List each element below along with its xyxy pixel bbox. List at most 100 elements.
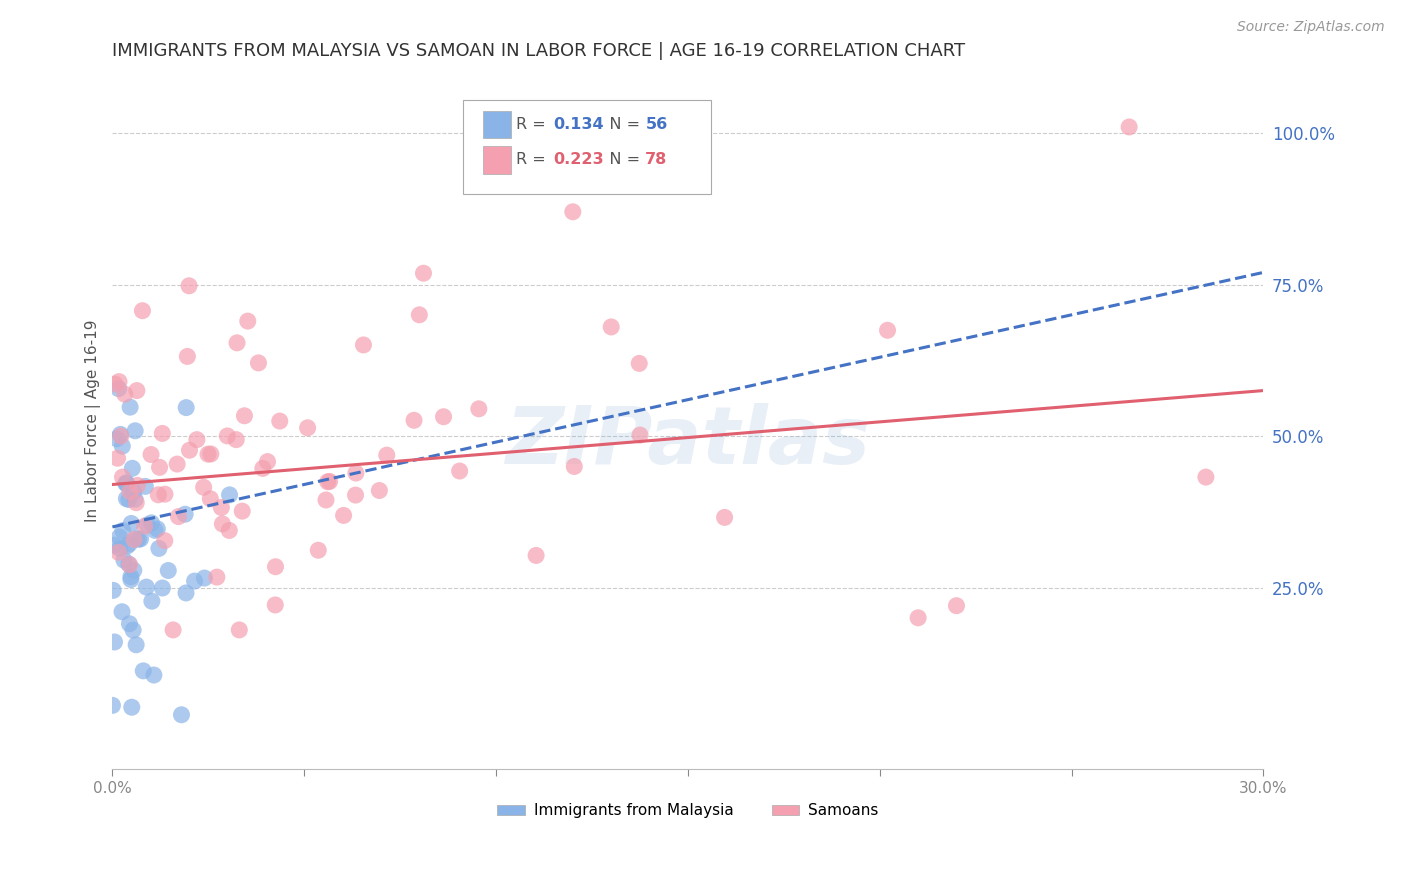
Text: 56: 56 xyxy=(645,117,668,132)
Point xyxy=(167,509,190,524)
Point xyxy=(105,432,128,446)
Text: R =: R = xyxy=(516,117,551,132)
Point xyxy=(561,204,583,219)
Point xyxy=(142,668,165,682)
Point xyxy=(166,457,188,471)
Point xyxy=(628,428,651,442)
Point xyxy=(408,308,430,322)
Point xyxy=(315,493,337,508)
Point xyxy=(115,491,138,506)
Point xyxy=(139,448,162,462)
Point xyxy=(193,571,215,585)
Point xyxy=(174,507,197,521)
Point xyxy=(197,447,219,461)
Point xyxy=(264,598,287,612)
FancyBboxPatch shape xyxy=(484,111,510,138)
Point xyxy=(256,454,278,468)
Legend: Immigrants from Malaysia, Samoans: Immigrants from Malaysia, Samoans xyxy=(491,797,884,824)
Point xyxy=(101,698,124,713)
Point xyxy=(177,278,200,293)
Point xyxy=(131,303,153,318)
Text: Source: ZipAtlas.com: Source: ZipAtlas.com xyxy=(1237,20,1385,34)
Point xyxy=(107,451,129,466)
Text: N =: N = xyxy=(593,117,645,132)
Point xyxy=(217,429,239,443)
Point xyxy=(225,433,247,447)
Point xyxy=(118,558,141,572)
Text: ZIPatlas: ZIPatlas xyxy=(505,403,870,481)
Point xyxy=(402,413,425,427)
Point xyxy=(150,581,173,595)
Point xyxy=(148,460,170,475)
Point xyxy=(150,426,173,441)
Point xyxy=(125,384,148,398)
Point xyxy=(118,616,141,631)
Point xyxy=(368,483,391,498)
Point xyxy=(297,421,319,435)
Point xyxy=(200,447,222,461)
Point xyxy=(205,570,228,584)
Point xyxy=(112,553,135,567)
Point xyxy=(344,466,367,480)
Point xyxy=(170,707,193,722)
Point xyxy=(132,664,155,678)
Point xyxy=(153,533,176,548)
Point xyxy=(174,586,197,600)
FancyBboxPatch shape xyxy=(464,100,711,194)
Point xyxy=(209,500,232,515)
Point xyxy=(318,475,340,489)
Point xyxy=(107,382,129,396)
Point xyxy=(103,635,125,649)
Point xyxy=(118,537,141,551)
Point xyxy=(876,323,898,337)
Point xyxy=(103,583,125,598)
Point xyxy=(269,414,291,428)
Point xyxy=(1195,470,1218,484)
Text: R =: R = xyxy=(516,153,551,167)
Point xyxy=(468,401,491,416)
Point xyxy=(226,335,249,350)
Point xyxy=(332,508,354,523)
Point xyxy=(524,549,547,563)
Point xyxy=(107,545,129,559)
Point xyxy=(146,522,169,536)
Point xyxy=(218,524,240,538)
Point xyxy=(153,487,176,501)
Point xyxy=(228,623,250,637)
Point xyxy=(174,401,197,415)
Point xyxy=(628,356,651,370)
Point xyxy=(945,599,967,613)
Point xyxy=(104,538,127,552)
Point xyxy=(111,605,134,619)
Point xyxy=(128,533,150,547)
Point xyxy=(114,387,136,401)
Point xyxy=(120,400,142,414)
Point xyxy=(449,464,471,478)
Point xyxy=(316,475,339,489)
Point xyxy=(108,541,131,556)
Point xyxy=(252,461,274,475)
Point xyxy=(186,433,208,447)
Point xyxy=(247,356,270,370)
Point xyxy=(176,350,198,364)
Point xyxy=(110,427,132,442)
Point xyxy=(141,594,163,608)
Point xyxy=(122,484,145,499)
Text: IMMIGRANTS FROM MALAYSIA VS SAMOAN IN LABOR FORCE | AGE 16-19 CORRELATION CHART: IMMIGRANTS FROM MALAYSIA VS SAMOAN IN LA… xyxy=(112,42,966,60)
Point xyxy=(115,477,138,491)
Point xyxy=(118,557,141,571)
Point xyxy=(432,409,454,424)
Point xyxy=(233,409,256,423)
Point xyxy=(375,448,398,462)
Text: N =: N = xyxy=(593,153,645,167)
Point xyxy=(148,488,170,502)
FancyBboxPatch shape xyxy=(484,145,510,174)
Text: 0.223: 0.223 xyxy=(553,153,603,167)
Point xyxy=(562,459,585,474)
Point xyxy=(125,638,148,652)
Point xyxy=(231,504,253,518)
Point xyxy=(120,570,142,584)
Point xyxy=(136,517,159,532)
Point xyxy=(120,573,142,587)
Point xyxy=(120,516,142,531)
